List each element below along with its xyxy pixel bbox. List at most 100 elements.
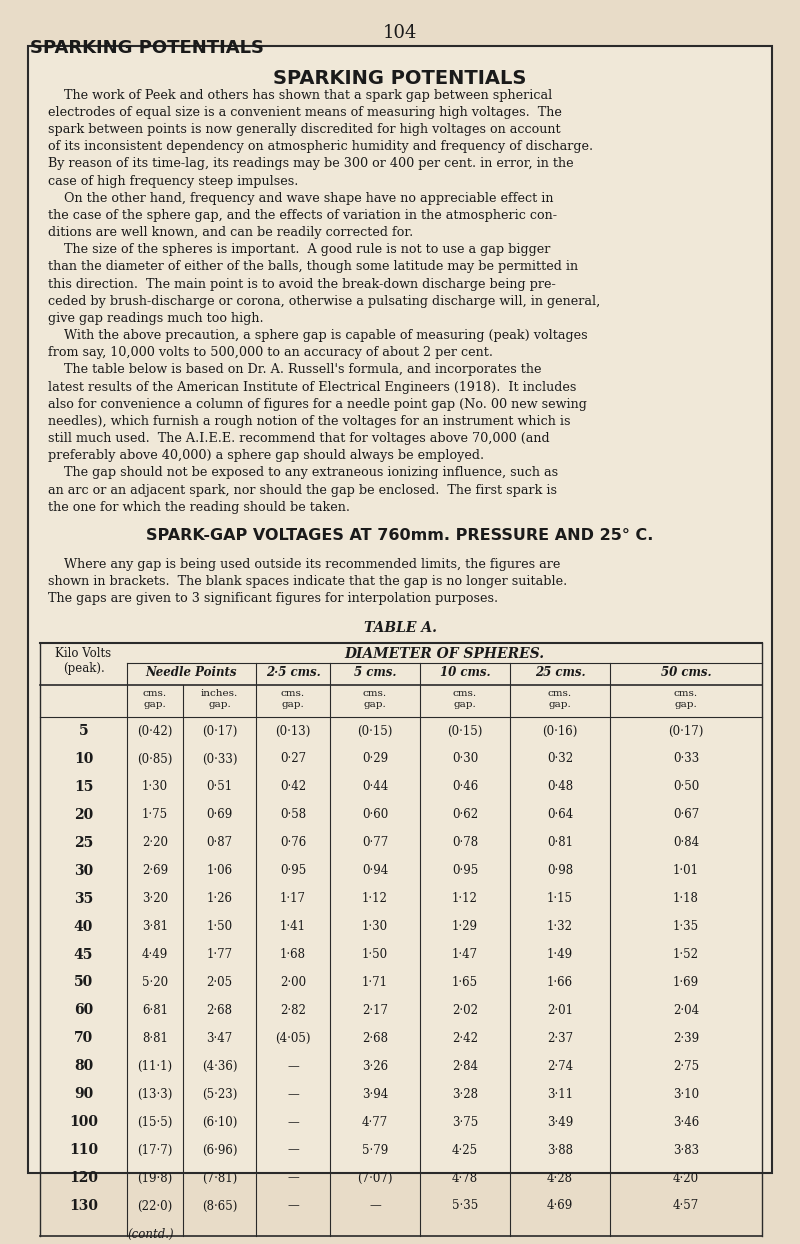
Text: 1·01: 1·01 [673,865,699,877]
Text: electrodes of equal size is a convenient means of measuring high voltages.  The: electrodes of equal size is a convenient… [48,106,562,119]
Text: (22·0): (22·0) [138,1199,173,1213]
Text: 0·46: 0·46 [452,780,478,794]
Text: latest results of the American Institute of Electrical Engineers (1918).  It inc: latest results of the American Institute… [48,381,576,393]
Text: 80: 80 [74,1060,93,1074]
Text: The gap should not be exposed to any extraneous ionizing influence, such as: The gap should not be exposed to any ext… [48,466,558,479]
Text: 0·60: 0·60 [362,809,388,821]
Text: ceded by brush-discharge or corona, otherwise a pulsating discharge will, in gen: ceded by brush-discharge or corona, othe… [48,295,600,307]
Text: Where any gap is being used outside its recommended limits, the figures are: Where any gap is being used outside its … [48,557,560,571]
Text: 50: 50 [74,975,93,989]
Text: 20: 20 [74,807,93,822]
Text: —: — [287,1116,299,1128]
Text: With the above precaution, a sphere gap is capable of measuring (peak) voltages: With the above precaution, a sphere gap … [48,330,588,342]
Text: 4·25: 4·25 [452,1143,478,1157]
Text: (4·36): (4·36) [202,1060,238,1072]
Text: Kilo Volts
(peak).: Kilo Volts (peak). [55,647,111,675]
Text: (contd.): (contd.) [127,1228,174,1242]
Text: 3·28: 3·28 [452,1087,478,1101]
Text: 1·68: 1·68 [280,948,306,962]
Text: 30: 30 [74,863,93,878]
Text: 2·68: 2·68 [206,1004,233,1016]
Text: than the diameter of either of the balls, though some latitude may be permitted : than the diameter of either of the balls… [48,260,578,274]
Text: 1·50: 1·50 [362,948,388,962]
Text: (0·13): (0·13) [275,724,310,738]
Text: 130: 130 [69,1199,98,1213]
Text: 3·49: 3·49 [547,1116,573,1128]
Text: 0·58: 0·58 [280,809,306,821]
Text: 4·49: 4·49 [142,948,168,962]
Text: 3·46: 3·46 [673,1116,699,1128]
Text: (0·16): (0·16) [542,724,578,738]
Text: still much used.  The A.I.E.E. recommend that for voltages above 70,000 (and: still much used. The A.I.E.E. recommend … [48,432,550,445]
Text: 0·78: 0·78 [452,836,478,850]
Text: 1·69: 1·69 [673,977,699,989]
Text: needles), which furnish a rough notion of the voltages for an instrument which i: needles), which furnish a rough notion o… [48,415,570,428]
Text: of its inconsistent dependency on atmospheric humidity and frequency of discharg: of its inconsistent dependency on atmosp… [48,141,593,153]
Text: 1·75: 1·75 [142,809,168,821]
Text: preferably above 40,000) a sphere gap should always be employed.: preferably above 40,000) a sphere gap sh… [48,449,484,463]
Text: 1·47: 1·47 [452,948,478,962]
Text: 4·78: 4·78 [452,1172,478,1184]
Text: 2·17: 2·17 [362,1004,388,1016]
Text: 90: 90 [74,1087,93,1101]
Text: SPARKING POTENTIALS: SPARKING POTENTIALS [30,39,264,57]
Text: 2·05: 2·05 [206,977,233,989]
Text: 1·41: 1·41 [280,921,306,933]
Text: ditions are well known, and can be readily corrected for.: ditions are well known, and can be readi… [48,226,414,239]
Text: (13·3): (13·3) [138,1087,173,1101]
Text: —: — [287,1060,299,1072]
Text: The size of the spheres is important.  A good rule is not to use a gap bigger: The size of the spheres is important. A … [48,244,550,256]
Text: cms.
gap.: cms. gap. [548,689,572,709]
Text: 10 cms.: 10 cms. [440,666,490,679]
Text: DIAMETER OF SPHERES.: DIAMETER OF SPHERES. [345,647,545,662]
Text: 1·50: 1·50 [206,921,233,933]
Text: (0·15): (0·15) [447,724,482,738]
Text: The gaps are given to 3 significant figures for interpolation purposes.: The gaps are given to 3 significant figu… [48,592,498,605]
Text: 4·20: 4·20 [673,1172,699,1184]
Text: 1·32: 1·32 [547,921,573,933]
Text: 10: 10 [74,751,93,766]
Text: this direction.  The main point is to avoid the break-down discharge being pre-: this direction. The main point is to avo… [48,277,556,291]
Text: 104: 104 [383,24,417,42]
Text: —: — [287,1087,299,1101]
Text: 1·65: 1·65 [452,977,478,989]
Text: 60: 60 [74,1004,93,1018]
Text: 2·01: 2·01 [547,1004,573,1016]
Text: —: — [287,1172,299,1184]
Text: from say, 10,000 volts to 500,000 to an accuracy of about 2 per cent.: from say, 10,000 volts to 500,000 to an … [48,346,493,360]
Text: The work of Peek and others has shown that a spark gap between spherical: The work of Peek and others has shown th… [48,88,552,102]
Text: (6·10): (6·10) [202,1116,237,1128]
Text: 5·35: 5·35 [452,1199,478,1213]
Text: 1·18: 1·18 [673,892,699,906]
Text: 0·87: 0·87 [206,836,233,850]
Text: 1·17: 1·17 [280,892,306,906]
Text: (0·17): (0·17) [202,724,237,738]
Text: (5·23): (5·23) [202,1087,237,1101]
Text: The table below is based on Dr. A. Russell's formula, and incorporates the: The table below is based on Dr. A. Russe… [48,363,542,377]
Text: 2·02: 2·02 [452,1004,478,1016]
Text: an arc or an adjacent spark, nor should the gap be enclosed.  The first spark is: an arc or an adjacent spark, nor should … [48,484,557,496]
Text: 0·50: 0·50 [673,780,699,794]
Text: (8·65): (8·65) [202,1199,237,1213]
Text: SPARKING POTENTIALS: SPARKING POTENTIALS [274,68,526,88]
Text: 3·47: 3·47 [206,1031,233,1045]
Text: 1·35: 1·35 [673,921,699,933]
Text: 1·49: 1·49 [547,948,573,962]
Text: (15·5): (15·5) [138,1116,173,1128]
Text: 1·12: 1·12 [452,892,478,906]
Text: 0·29: 0·29 [362,753,388,765]
Text: 110: 110 [69,1143,98,1157]
Text: 0·76: 0·76 [280,836,306,850]
Text: (19·8): (19·8) [138,1172,173,1184]
Text: 2·5 cms.: 2·5 cms. [266,666,320,679]
Text: Needle Points: Needle Points [146,666,238,679]
Text: 0·33: 0·33 [673,753,699,765]
Text: 0·77: 0·77 [362,836,388,850]
Text: 2·82: 2·82 [280,1004,306,1016]
Text: 0·69: 0·69 [206,809,233,821]
Text: SPARK-GAP VOLTAGES AT 760mm. PRESSURE AND 25° C.: SPARK-GAP VOLTAGES AT 760mm. PRESSURE AN… [146,527,654,542]
Text: (0·17): (0·17) [668,724,704,738]
Text: cms.
gap.: cms. gap. [674,689,698,709]
Text: give gap readings much too high.: give gap readings much too high. [48,312,264,325]
Text: 1·06: 1·06 [206,865,233,877]
